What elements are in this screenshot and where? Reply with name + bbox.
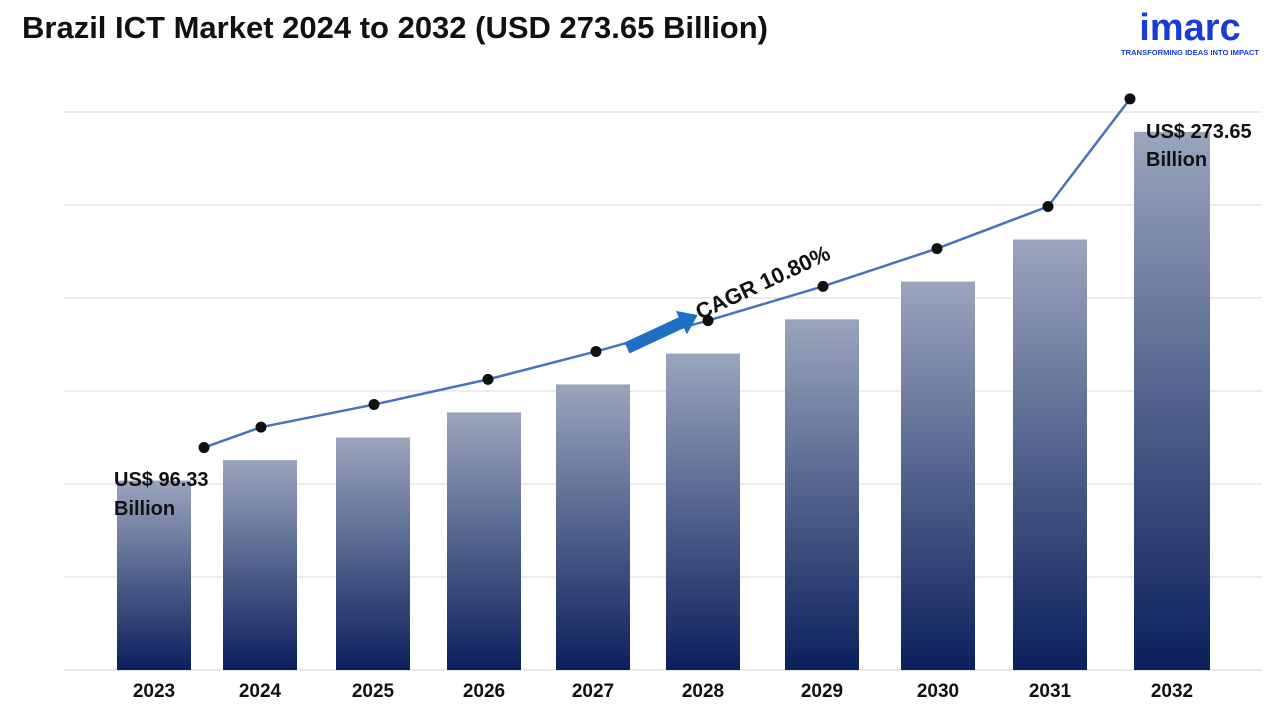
page-title: Brazil ICT Market 2024 to 2032 (USD 273.… [22, 10, 768, 45]
end-unit-label: Billion [1146, 149, 1207, 171]
bar-2029 [785, 319, 859, 670]
bar-2023 [117, 480, 191, 670]
trend-point-2028 [702, 315, 714, 327]
x-tick-2032: 2032 [1151, 681, 1193, 702]
trend-point-2024 [255, 421, 267, 433]
x-tick-2025: 2025 [352, 681, 395, 702]
bar-2024 [223, 460, 297, 670]
trend-point-2029 [817, 280, 829, 292]
trend-point-2031 [1042, 200, 1054, 212]
trend-point-2026 [482, 373, 494, 385]
cagr-arrow-icon [624, 310, 698, 354]
cagr-arrow [624, 310, 698, 354]
x-tick-2029: 2029 [801, 681, 843, 702]
x-tick-2023: 2023 [133, 681, 175, 702]
bar-2026 [447, 412, 521, 670]
logo-tagline-text: TRANSFORMING IDEAS INTO IMPACT [1121, 48, 1259, 57]
bar-2027 [556, 384, 630, 670]
trend-point-2032 [1124, 93, 1136, 105]
x-tick-2028: 2028 [682, 681, 724, 702]
trend-point-2025 [368, 399, 380, 411]
start-unit-label: Billion [114, 498, 175, 520]
bar-2032 [1134, 131, 1210, 671]
bar-2028 [666, 353, 740, 670]
start-value-label: US$ 96.33 [114, 469, 209, 491]
bars [117, 131, 1210, 671]
cagr-label: CAGR 10.80% [692, 240, 834, 324]
x-tick-2027: 2027 [572, 681, 614, 702]
logo-brand-text: imarc [1139, 7, 1240, 49]
bar-2025 [336, 437, 410, 670]
end-value-label: US$ 273.65 [1146, 121, 1252, 143]
bar-2030 [901, 281, 975, 670]
x-tick-2031: 2031 [1029, 681, 1072, 702]
trend-point-2027 [590, 345, 602, 357]
x-tick-2030: 2030 [917, 681, 959, 702]
x-tick-2026: 2026 [463, 681, 505, 702]
x-tick-2024: 2024 [239, 681, 282, 702]
x-axis-ticks: 2023 2024 2025 2026 2027 2028 2029 2030 2031 2032 [133, 681, 1193, 702]
bar-2031 [1013, 239, 1087, 670]
trend-point-2030 [931, 243, 943, 255]
imarc-logo: imarc TRANSFORMING IDEAS INTO IMPACT [1121, 7, 1259, 57]
trend-point-2023 [198, 442, 210, 454]
